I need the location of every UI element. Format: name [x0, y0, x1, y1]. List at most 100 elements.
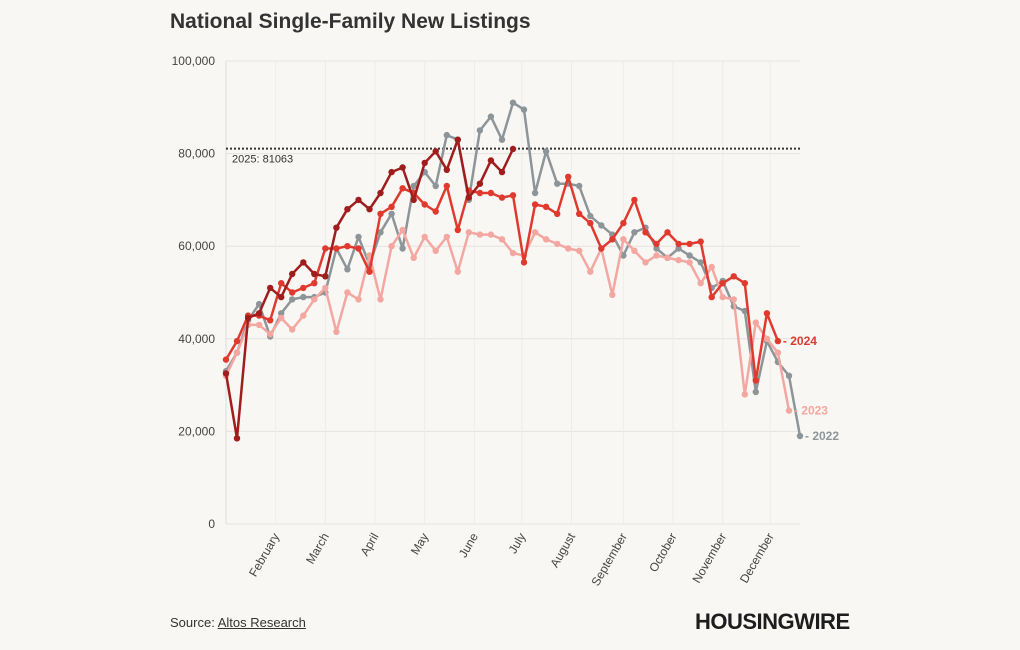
- data-point: [344, 289, 351, 296]
- data-point: [531, 229, 539, 236]
- series-line-2023: [224, 228, 791, 411]
- data-point: [233, 349, 241, 356]
- data-point: [697, 259, 704, 266]
- x-month-label: September: [589, 531, 630, 589]
- data-point: [752, 319, 759, 326]
- data-point: [399, 164, 406, 171]
- data-point: [487, 231, 495, 238]
- data-point: [454, 226, 461, 234]
- source-link[interactable]: Altos Research: [217, 615, 306, 630]
- data-point: [222, 370, 230, 377]
- data-point: [509, 192, 517, 199]
- data-point: [377, 210, 384, 217]
- data-point: [697, 280, 704, 287]
- data-point: [399, 185, 406, 192]
- data-point: [498, 194, 506, 201]
- data-point: [620, 219, 627, 227]
- data-point: [542, 203, 550, 210]
- data-point: [741, 307, 748, 315]
- data-point: [498, 136, 506, 143]
- data-point: [311, 280, 318, 287]
- data-point: [609, 291, 616, 298]
- y-tick-label: 100,000: [172, 54, 216, 68]
- chart-title: National Single-Family New Listings: [170, 10, 531, 33]
- data-point: [377, 296, 384, 303]
- data-point: [300, 284, 307, 292]
- data-point: [344, 206, 351, 213]
- data-point: [576, 247, 583, 254]
- data-point: [653, 252, 660, 259]
- data-point: [531, 189, 539, 197]
- data-point: [388, 168, 395, 176]
- data-point: [565, 245, 572, 252]
- data-point: [509, 145, 517, 153]
- data-point: [289, 270, 296, 278]
- data-point: [443, 182, 450, 190]
- data-point: [752, 388, 759, 396]
- data-point: [278, 310, 285, 317]
- data-point: [377, 229, 384, 236]
- data-point: [598, 222, 605, 229]
- data-point: [355, 245, 362, 252]
- data-point: [509, 99, 517, 106]
- data-point: [322, 273, 329, 280]
- data-point: [289, 289, 296, 296]
- data-point: [785, 407, 793, 414]
- data-point: [300, 259, 307, 266]
- y-tick-label: 0: [208, 517, 215, 531]
- data-point: [333, 245, 340, 252]
- data-point: [344, 266, 351, 273]
- data-point: [421, 201, 428, 208]
- data-point: [675, 245, 682, 252]
- data-point: [355, 196, 362, 204]
- data-point: [542, 148, 550, 155]
- data-point: [388, 203, 395, 210]
- data-point: [465, 194, 472, 201]
- data-point: [719, 293, 726, 301]
- data-point: [255, 300, 263, 308]
- data-point: [454, 268, 461, 275]
- data-point: [432, 208, 439, 215]
- data-point: [620, 236, 627, 243]
- data-point: [664, 254, 671, 261]
- data-point: [322, 284, 329, 292]
- data-point: [796, 432, 804, 440]
- x-month-label: October: [646, 530, 679, 574]
- data-point: [730, 296, 737, 303]
- data-point: [476, 189, 484, 197]
- housingwire-logo: HOUSINGWIRE: [695, 609, 850, 634]
- series-end-label-2024: - 2024: [783, 334, 817, 348]
- data-point: [675, 240, 682, 248]
- data-point: [587, 268, 594, 275]
- data-point: [399, 245, 406, 252]
- data-point: [443, 166, 450, 173]
- data-point: [366, 268, 373, 275]
- data-point: [542, 236, 550, 243]
- data-point: [531, 201, 539, 208]
- data-point: [355, 296, 362, 303]
- data-point: [300, 293, 307, 301]
- series-2024: [222, 173, 782, 384]
- data-point: [697, 238, 704, 245]
- data-point: [487, 113, 495, 120]
- data-point: [278, 314, 285, 322]
- data-point: [333, 328, 340, 336]
- data-point: [278, 293, 285, 301]
- data-point: [487, 157, 495, 164]
- data-point: [300, 312, 307, 319]
- data-point: [267, 317, 274, 324]
- data-point: [719, 280, 726, 287]
- y-tick-label: 20,000: [178, 424, 215, 438]
- series-end-labels: - 2022 - 2023 - 2024: [783, 334, 839, 443]
- data-point: [741, 280, 748, 287]
- data-point: [454, 136, 461, 143]
- data-point: [244, 314, 252, 322]
- series-2023: [222, 226, 793, 414]
- data-point: [432, 182, 439, 190]
- data-point: [289, 326, 296, 333]
- source-prefix: Source:: [170, 615, 218, 630]
- data-point: [333, 224, 340, 231]
- data-point: [233, 435, 241, 442]
- data-point: [311, 296, 318, 303]
- data-point: [774, 349, 782, 356]
